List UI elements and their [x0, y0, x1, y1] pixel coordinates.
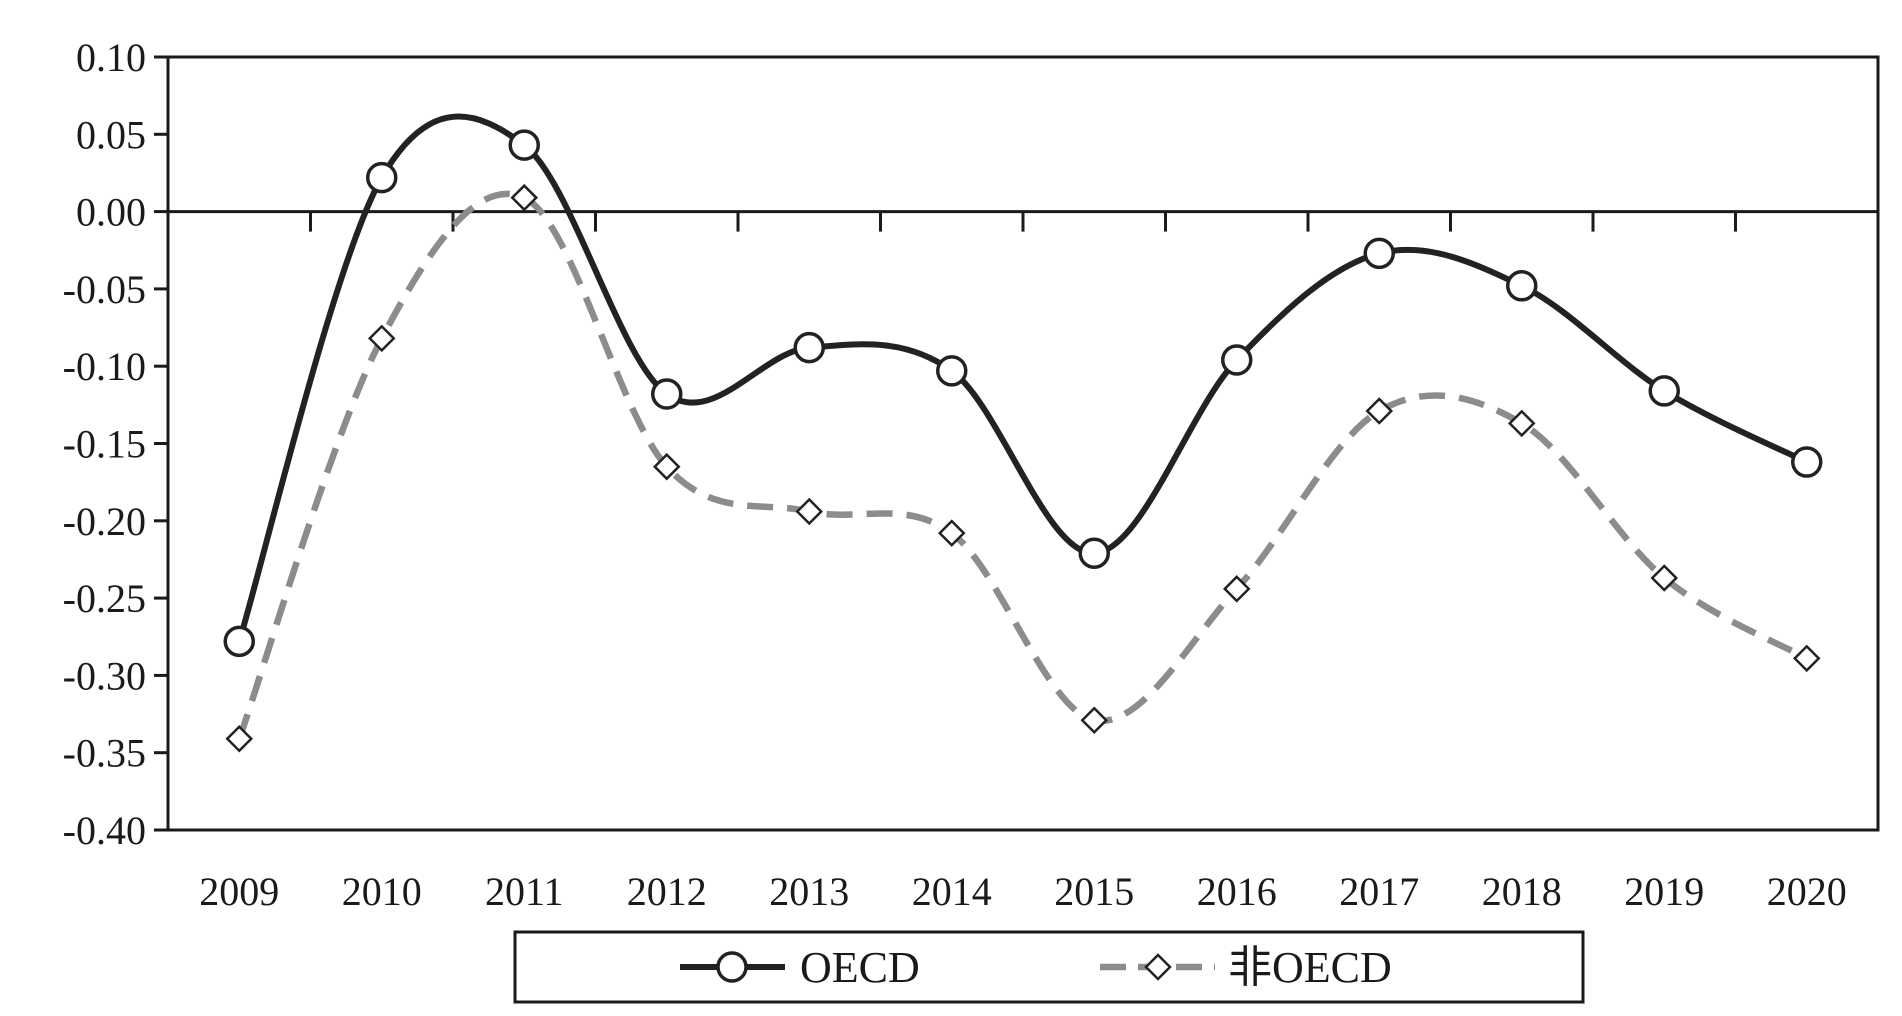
- oecd-point: [223, 625, 255, 658]
- plot-area-frame: [166, 55, 1880, 832]
- x-tick-label: 2011: [485, 869, 564, 914]
- non-oecd-point: [652, 452, 681, 481]
- series-layer: [223, 113, 1823, 753]
- x-tick-label: 2015: [1054, 869, 1134, 914]
- y-tick-label: -0.35: [63, 731, 146, 776]
- oecd-point: [1506, 270, 1538, 302]
- non-oecd-point: [1507, 409, 1536, 438]
- non-oecd-point: [1650, 564, 1679, 592]
- legend-non-oecd-marker: [1144, 953, 1172, 981]
- oecd-point: [1221, 344, 1253, 376]
- y-tick-label: -0.05: [63, 267, 146, 312]
- y-tick-label: 0.00: [76, 190, 146, 235]
- oecd-line: [236, 113, 1809, 643]
- non-oecd-point: [1365, 397, 1394, 425]
- non-oecd-point: [510, 183, 539, 212]
- x-tick-label: 2016: [1197, 869, 1277, 914]
- legend: OECD 非OECD: [513, 930, 1585, 1004]
- x-tick-label: 2014: [912, 869, 992, 914]
- legend-oecd-label: OECD: [800, 943, 920, 992]
- oecd-point: [1078, 537, 1110, 570]
- x-tick-label: 2009: [199, 869, 279, 914]
- legend-non-oecd-label: 非OECD: [1228, 943, 1392, 992]
- y-tick-label: -0.30: [63, 653, 146, 698]
- x-tick-label: 2010: [342, 869, 422, 914]
- x-tick-label: 2020: [1767, 869, 1847, 914]
- series-non-oecd: [225, 183, 1821, 753]
- x-tick-label: 2012: [627, 869, 707, 914]
- non-oecd-point: [795, 497, 824, 526]
- non-oecd-point: [1792, 644, 1821, 673]
- x-tick-label: 2018: [1482, 869, 1562, 914]
- non-oecd-point: [937, 519, 966, 547]
- non-oecd-point: [1222, 575, 1251, 603]
- oecd-point: [1363, 237, 1395, 270]
- oecd-point: [793, 331, 825, 364]
- non-oecd-point: [1080, 706, 1109, 735]
- oecd-point: [366, 161, 398, 194]
- y-tick-label: 0.05: [76, 112, 146, 157]
- y-tick-label: -0.25: [63, 576, 146, 621]
- x-axis: 2009 2010 2011 2012 2013 2014 2015 2016 2017 2018…: [168, 210, 1878, 914]
- x-tick-label: 2019: [1624, 869, 1704, 914]
- legend-oecd-marker: [716, 951, 748, 983]
- y-tick-label: -0.15: [63, 422, 146, 467]
- legend-box: [513, 930, 1585, 1004]
- non-oecd-point: [367, 324, 396, 353]
- oecd-point: [508, 129, 540, 161]
- y-tick-label: -0.20: [63, 499, 146, 544]
- oecd-point: [1648, 375, 1680, 407]
- y-axis: 0.10 0.05 0.00 -0.05 -0.10 -0.15 -0.20 -0.25 -0.…: [63, 35, 168, 853]
- oecd-point: [936, 355, 968, 387]
- x-tick-label: 2013: [769, 869, 849, 914]
- series-oecd: [223, 113, 1823, 658]
- y-tick-label: 0.10: [76, 35, 146, 80]
- x-tick-label: 2017: [1339, 869, 1419, 914]
- oecd-point: [1791, 446, 1823, 478]
- y-tick-label: -0.40: [63, 808, 146, 853]
- oecd-point: [651, 378, 683, 410]
- y-tick-label: -0.10: [63, 344, 146, 389]
- non-oecd-line: [236, 190, 1809, 740]
- non-oecd-point: [225, 725, 254, 753]
